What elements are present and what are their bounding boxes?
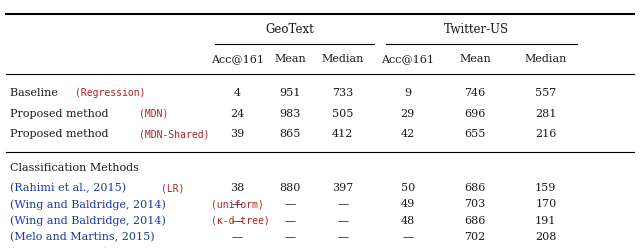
Text: Proposed method: Proposed method [10, 109, 111, 119]
Text: 281: 281 [535, 109, 556, 119]
Text: 880: 880 [279, 183, 301, 193]
Text: —: — [284, 199, 296, 209]
Text: (Rahimi et al., 2015): (Rahimi et al., 2015) [10, 183, 129, 193]
Text: Mean: Mean [274, 54, 306, 64]
Text: Acc@161: Acc@161 [211, 54, 264, 64]
Text: 703: 703 [464, 199, 486, 209]
Text: —: — [284, 232, 296, 242]
Text: (Regression): (Regression) [74, 88, 145, 97]
Text: 48: 48 [401, 216, 415, 226]
Text: 655: 655 [464, 129, 486, 139]
Text: 702: 702 [464, 232, 486, 242]
Text: Proposed method: Proposed method [10, 129, 111, 139]
Text: 4: 4 [234, 88, 241, 97]
Text: —: — [232, 232, 243, 242]
Text: 39: 39 [230, 129, 244, 139]
Text: Acc@161: Acc@161 [381, 54, 435, 64]
Text: —: — [232, 199, 243, 209]
Text: (LR): (LR) [161, 183, 184, 193]
Text: (Wing and Baldridge, 2014): (Wing and Baldridge, 2014) [10, 199, 169, 210]
Text: 951: 951 [279, 88, 301, 97]
Text: 686: 686 [464, 216, 486, 226]
Text: 49: 49 [401, 199, 415, 209]
Text: 412: 412 [332, 129, 353, 139]
Text: —: — [284, 216, 296, 226]
Text: Median: Median [321, 54, 364, 64]
Text: 397: 397 [332, 183, 353, 193]
Text: (MDN): (MDN) [138, 109, 168, 119]
Text: 191: 191 [535, 216, 556, 226]
Text: 686: 686 [464, 183, 486, 193]
Text: 557: 557 [535, 88, 556, 97]
Text: 38: 38 [230, 183, 244, 193]
Text: 733: 733 [332, 88, 353, 97]
Text: (uniform): (uniform) [211, 199, 264, 209]
Text: 50: 50 [401, 183, 415, 193]
Text: —: — [232, 216, 243, 226]
Text: (Wing and Baldridge, 2014): (Wing and Baldridge, 2014) [10, 216, 169, 226]
Text: 29: 29 [401, 109, 415, 119]
Text: 208: 208 [535, 232, 556, 242]
Text: (Melo and Martins, 2015): (Melo and Martins, 2015) [10, 232, 154, 242]
Text: 696: 696 [464, 109, 486, 119]
Text: Twitter-US: Twitter-US [444, 23, 509, 36]
Text: 505: 505 [332, 109, 353, 119]
Text: 865: 865 [279, 129, 301, 139]
Text: —: — [337, 199, 348, 209]
Text: 746: 746 [464, 88, 486, 97]
Text: 159: 159 [535, 183, 556, 193]
Text: 170: 170 [535, 199, 556, 209]
Text: 9: 9 [404, 88, 412, 97]
Text: —: — [337, 216, 348, 226]
Text: Median: Median [525, 54, 567, 64]
Text: (κ-d tree): (κ-d tree) [211, 216, 270, 226]
Text: Baseline: Baseline [10, 88, 61, 97]
Text: GeoText: GeoText [266, 23, 314, 36]
Text: 42: 42 [401, 129, 415, 139]
Text: —: — [337, 232, 348, 242]
Text: Mean: Mean [459, 54, 491, 64]
Text: 216: 216 [535, 129, 556, 139]
Text: (MDN-Shared): (MDN-Shared) [138, 129, 209, 139]
Text: 24: 24 [230, 109, 244, 119]
Text: —: — [403, 232, 413, 242]
Text: 983: 983 [279, 109, 301, 119]
Text: Classification Methods: Classification Methods [10, 163, 138, 173]
